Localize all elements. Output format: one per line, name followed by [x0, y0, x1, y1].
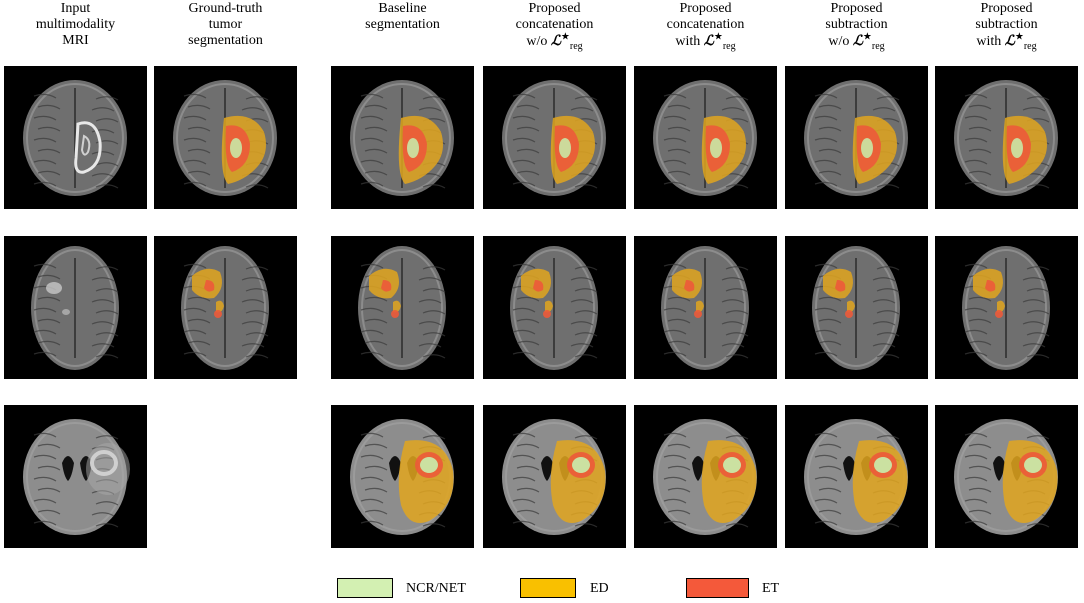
- mri-input-image: [4, 405, 147, 548]
- header-line: Proposed: [679, 1, 732, 16]
- segmentation-image: [785, 66, 928, 209]
- header-baseline: Baseline segmentation: [331, 1, 474, 33]
- header-line: Proposed: [528, 1, 581, 16]
- header-line: concatenation: [666, 17, 745, 32]
- header-concat-with-reg: Proposed concatenation with ℒ★reg: [634, 1, 777, 52]
- header-line: Proposed: [830, 1, 883, 16]
- loss-sup: ★: [1014, 31, 1024, 43]
- legend-label-ncr-net: NCR/NET: [406, 581, 466, 596]
- loss-sub: reg: [871, 40, 885, 52]
- header-line: tumor: [208, 17, 243, 32]
- header-line: Ground-truth: [188, 1, 263, 16]
- header-sub-with-reg: Proposed subtraction with ℒ★reg: [935, 1, 1078, 52]
- legend-label-et: ET: [762, 581, 780, 596]
- header-ground-truth: Ground-truth tumor segmentation: [154, 1, 297, 49]
- segmentation-image: [331, 236, 474, 379]
- loss-symbol: ℒ: [550, 33, 561, 49]
- segmentation-image: [785, 405, 928, 548]
- header-line: Input: [60, 1, 91, 16]
- header-line: Proposed: [980, 1, 1033, 16]
- segmentation-image: [483, 236, 626, 379]
- header-line: subtraction: [825, 17, 888, 32]
- loss-sub: reg: [1023, 40, 1037, 52]
- header-math-line: w/o ℒ★reg: [785, 31, 928, 52]
- loss-sup: ★: [862, 31, 872, 43]
- segmentation-image: [154, 66, 297, 209]
- header-concat-without-reg: Proposed concatenation w/o ℒ★reg: [483, 1, 626, 52]
- segmentation-image: [935, 405, 1078, 548]
- header-sub-without-reg: Proposed subtraction w/o ℒ★reg: [785, 1, 928, 52]
- header-math-line: with ℒ★reg: [935, 31, 1078, 52]
- header-line: segmentation: [365, 17, 440, 32]
- segmentation-image: [331, 66, 474, 209]
- header-prefix: w/o: [828, 34, 850, 49]
- legend-swatch-ed: [520, 578, 576, 598]
- header-prefix: w/o: [526, 34, 548, 49]
- legend-label-ed: ED: [590, 581, 609, 596]
- segmentation-image: [634, 236, 777, 379]
- loss-symbol: ℒ: [852, 33, 863, 49]
- header-prefix: with: [675, 34, 701, 49]
- loss-symbol: ℒ: [1004, 33, 1015, 49]
- header-line: subtraction: [975, 17, 1038, 32]
- segmentation-image: [483, 405, 626, 548]
- header-line: MRI: [62, 33, 89, 48]
- header-math-line: w/o ℒ★reg: [483, 31, 626, 52]
- loss-symbol: ℒ: [703, 33, 714, 49]
- header-line: Baseline: [378, 1, 427, 16]
- header-input-mri: Input multimodality MRI: [4, 1, 147, 49]
- segmentation-image: [634, 66, 777, 209]
- header-prefix: with: [976, 34, 1002, 49]
- legend-swatch-ncr-net: [337, 578, 393, 598]
- segmentation-image: [154, 236, 297, 379]
- segmentation-image: [935, 236, 1078, 379]
- header-math-line: with ℒ★reg: [634, 31, 777, 52]
- mri-input-image: [4, 236, 147, 379]
- header-line: concatenation: [515, 17, 594, 32]
- segmentation-image: [483, 66, 626, 209]
- loss-sub: reg: [722, 40, 736, 52]
- loss-sup: ★: [560, 31, 570, 43]
- segmentation-image: [634, 405, 777, 548]
- segmentation-image: [785, 236, 928, 379]
- loss-sub: reg: [569, 40, 583, 52]
- mri-input-image: [4, 66, 147, 209]
- header-line: multimodality: [35, 17, 116, 32]
- segmentation-image: [331, 405, 474, 548]
- segmentation-image: [935, 66, 1078, 209]
- loss-sup: ★: [713, 31, 723, 43]
- header-line: segmentation: [188, 33, 263, 48]
- legend-swatch-et: [686, 578, 749, 598]
